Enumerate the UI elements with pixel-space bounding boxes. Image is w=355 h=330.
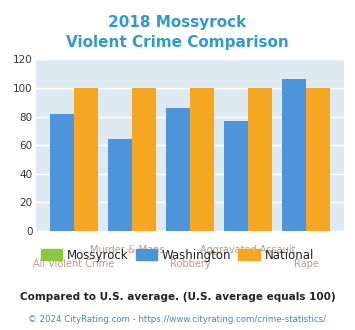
Text: Aggravated Assault: Aggravated Assault [200, 245, 296, 255]
Legend: Mossyrock, Washington, National: Mossyrock, Washington, National [37, 244, 318, 266]
Bar [224, 121, 248, 231]
Text: 2018 Mossyrock: 2018 Mossyrock [108, 15, 247, 30]
Bar [190, 88, 214, 231]
Text: Robbery: Robbery [170, 259, 210, 269]
Text: Rape: Rape [294, 259, 318, 269]
Text: Compared to U.S. average. (U.S. average equals 100): Compared to U.S. average. (U.S. average … [20, 292, 335, 302]
Text: © 2024 CityRating.com - https://www.cityrating.com/crime-statistics/: © 2024 CityRating.com - https://www.city… [28, 315, 327, 324]
Bar [248, 88, 272, 231]
Bar [306, 88, 330, 231]
Bar [165, 108, 190, 231]
Bar [282, 80, 306, 231]
Text: Murder & Mans...: Murder & Mans... [90, 245, 174, 255]
Text: All Violent Crime: All Violent Crime [33, 259, 115, 269]
Bar [132, 88, 156, 231]
Text: Violent Crime Comparison: Violent Crime Comparison [66, 35, 289, 50]
Bar [50, 114, 74, 231]
Bar [108, 140, 132, 231]
Bar [74, 88, 98, 231]
